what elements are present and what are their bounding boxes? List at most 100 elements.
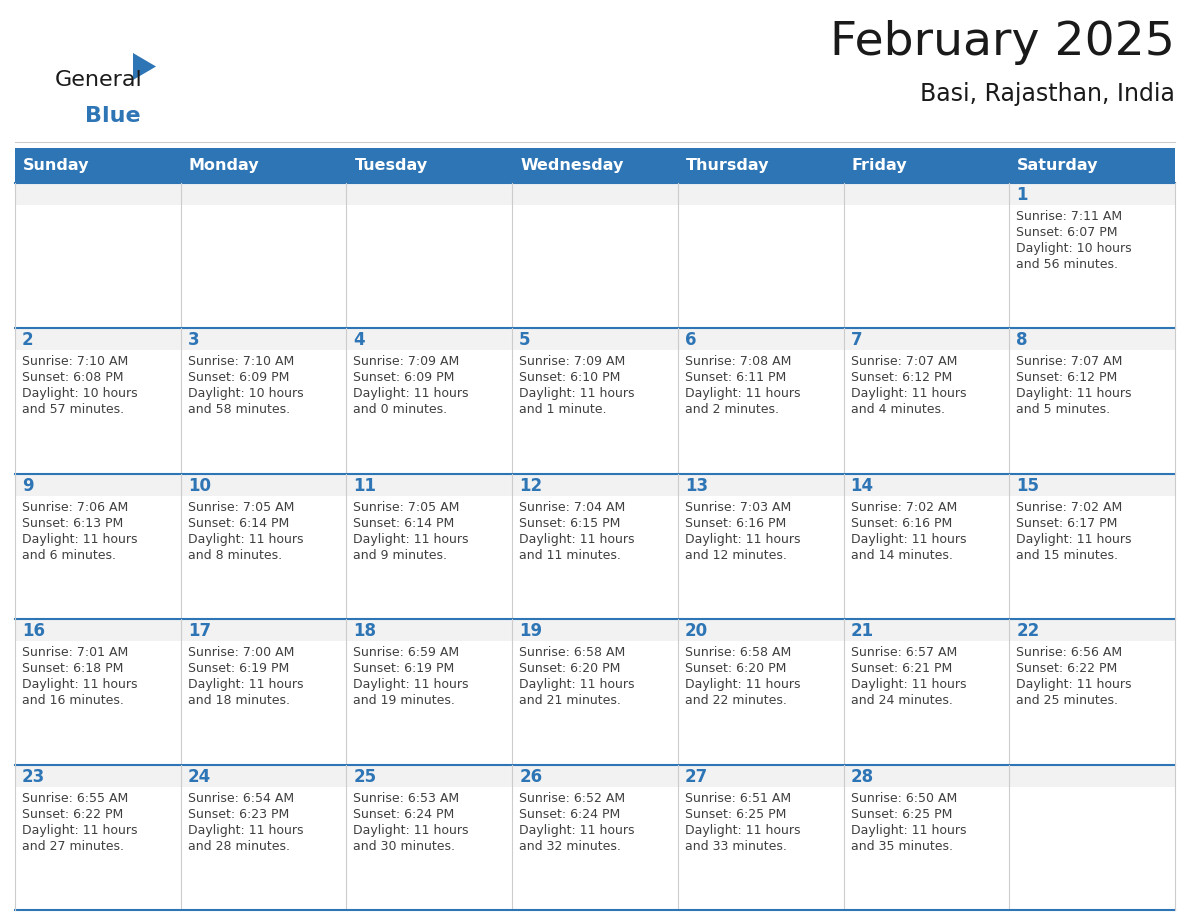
Bar: [678, 329, 843, 474]
Text: and 22 minutes.: and 22 minutes.: [684, 694, 786, 707]
Text: and 56 minutes.: and 56 minutes.: [1016, 258, 1118, 271]
Text: 13: 13: [684, 476, 708, 495]
Text: Daylight: 11 hours: Daylight: 11 hours: [684, 387, 801, 400]
Text: Sunset: 6:12 PM: Sunset: 6:12 PM: [1016, 372, 1118, 385]
Text: and 33 minutes.: and 33 minutes.: [684, 840, 786, 853]
Text: Sunset: 6:11 PM: Sunset: 6:11 PM: [684, 372, 786, 385]
Bar: [678, 329, 843, 351]
Bar: [347, 765, 512, 910]
Text: 1: 1: [1016, 186, 1028, 204]
Text: Sunset: 6:20 PM: Sunset: 6:20 PM: [519, 662, 620, 676]
Text: Sunrise: 7:00 AM: Sunrise: 7:00 AM: [188, 646, 295, 659]
Text: Saturday: Saturday: [1017, 158, 1099, 173]
Text: Sunrise: 7:11 AM: Sunrise: 7:11 AM: [1016, 210, 1123, 223]
Text: Sunset: 6:14 PM: Sunset: 6:14 PM: [188, 517, 289, 530]
Text: Monday: Monday: [189, 158, 259, 173]
Bar: [843, 765, 1010, 787]
Text: 2: 2: [23, 331, 33, 350]
Text: 12: 12: [519, 476, 542, 495]
Text: General: General: [55, 70, 143, 90]
Bar: [1010, 765, 1175, 910]
Text: 21: 21: [851, 622, 873, 640]
Text: Daylight: 11 hours: Daylight: 11 hours: [684, 678, 801, 691]
Text: Sunset: 6:25 PM: Sunset: 6:25 PM: [684, 808, 786, 821]
Text: and 5 minutes.: and 5 minutes.: [1016, 403, 1111, 417]
Text: Sunrise: 6:58 AM: Sunrise: 6:58 AM: [684, 646, 791, 659]
Text: Sunset: 6:13 PM: Sunset: 6:13 PM: [23, 517, 124, 530]
Text: Sunset: 6:19 PM: Sunset: 6:19 PM: [188, 662, 289, 676]
Text: Sunset: 6:07 PM: Sunset: 6:07 PM: [1016, 226, 1118, 239]
Text: Sunrise: 7:09 AM: Sunrise: 7:09 AM: [519, 355, 625, 368]
Bar: [843, 329, 1010, 474]
Text: 18: 18: [353, 622, 377, 640]
Text: 24: 24: [188, 767, 211, 786]
Text: 23: 23: [23, 767, 45, 786]
Text: Daylight: 11 hours: Daylight: 11 hours: [1016, 387, 1132, 400]
Text: Sunrise: 7:05 AM: Sunrise: 7:05 AM: [353, 501, 460, 514]
Text: Sunset: 6:14 PM: Sunset: 6:14 PM: [353, 517, 455, 530]
Text: Daylight: 11 hours: Daylight: 11 hours: [188, 823, 303, 836]
Text: Sunset: 6:24 PM: Sunset: 6:24 PM: [353, 808, 455, 821]
Bar: [678, 620, 843, 641]
Text: Daylight: 11 hours: Daylight: 11 hours: [684, 823, 801, 836]
Text: and 35 minutes.: and 35 minutes.: [851, 840, 953, 853]
Text: Sunrise: 7:10 AM: Sunrise: 7:10 AM: [188, 355, 293, 368]
Text: and 57 minutes.: and 57 minutes.: [23, 403, 124, 417]
Text: Daylight: 11 hours: Daylight: 11 hours: [519, 387, 634, 400]
Text: 3: 3: [188, 331, 200, 350]
Text: and 21 minutes.: and 21 minutes.: [519, 694, 621, 707]
Bar: [512, 183, 678, 329]
Text: Sunrise: 6:57 AM: Sunrise: 6:57 AM: [851, 646, 956, 659]
Text: Sunrise: 7:09 AM: Sunrise: 7:09 AM: [353, 355, 460, 368]
Bar: [843, 183, 1010, 205]
Bar: [15, 329, 181, 474]
Text: 14: 14: [851, 476, 873, 495]
Text: Tuesday: Tuesday: [354, 158, 428, 173]
Text: Daylight: 11 hours: Daylight: 11 hours: [851, 387, 966, 400]
Text: and 19 minutes.: and 19 minutes.: [353, 694, 455, 707]
Text: Sunrise: 7:07 AM: Sunrise: 7:07 AM: [1016, 355, 1123, 368]
Bar: [347, 620, 512, 641]
Text: 20: 20: [684, 622, 708, 640]
Bar: [843, 474, 1010, 620]
Bar: [347, 183, 512, 205]
Text: Sunset: 6:16 PM: Sunset: 6:16 PM: [851, 517, 952, 530]
Text: Sunrise: 7:02 AM: Sunrise: 7:02 AM: [1016, 501, 1123, 514]
Bar: [181, 765, 347, 910]
Text: Daylight: 11 hours: Daylight: 11 hours: [188, 678, 303, 691]
Text: Sunrise: 6:53 AM: Sunrise: 6:53 AM: [353, 791, 460, 804]
Bar: [181, 765, 347, 787]
Bar: [15, 620, 181, 641]
Text: 26: 26: [519, 767, 542, 786]
Text: Daylight: 11 hours: Daylight: 11 hours: [23, 678, 138, 691]
Text: and 58 minutes.: and 58 minutes.: [188, 403, 290, 417]
Bar: [1010, 183, 1175, 205]
Bar: [347, 183, 512, 329]
Text: Sunrise: 7:06 AM: Sunrise: 7:06 AM: [23, 501, 128, 514]
Text: Daylight: 10 hours: Daylight: 10 hours: [188, 387, 303, 400]
Text: and 30 minutes.: and 30 minutes.: [353, 840, 455, 853]
Bar: [678, 474, 843, 620]
Text: Sunset: 6:12 PM: Sunset: 6:12 PM: [851, 372, 952, 385]
Text: and 9 minutes.: and 9 minutes.: [353, 549, 448, 562]
Text: Sunrise: 6:51 AM: Sunrise: 6:51 AM: [684, 791, 791, 804]
Bar: [843, 765, 1010, 910]
Text: and 8 minutes.: and 8 minutes.: [188, 549, 282, 562]
Bar: [15, 474, 181, 496]
Text: Daylight: 11 hours: Daylight: 11 hours: [23, 823, 138, 836]
Text: 7: 7: [851, 331, 862, 350]
Text: Sunset: 6:09 PM: Sunset: 6:09 PM: [188, 372, 289, 385]
Text: 10: 10: [188, 476, 210, 495]
Bar: [512, 765, 678, 910]
Bar: [512, 329, 678, 351]
Bar: [181, 183, 347, 329]
Text: 4: 4: [353, 331, 365, 350]
Text: Sunset: 6:18 PM: Sunset: 6:18 PM: [23, 662, 124, 676]
Text: and 0 minutes.: and 0 minutes.: [353, 403, 448, 417]
Text: and 28 minutes.: and 28 minutes.: [188, 840, 290, 853]
Text: 11: 11: [353, 476, 377, 495]
Text: and 18 minutes.: and 18 minutes.: [188, 694, 290, 707]
Text: and 4 minutes.: and 4 minutes.: [851, 403, 944, 417]
Text: Daylight: 10 hours: Daylight: 10 hours: [23, 387, 138, 400]
Text: 28: 28: [851, 767, 873, 786]
